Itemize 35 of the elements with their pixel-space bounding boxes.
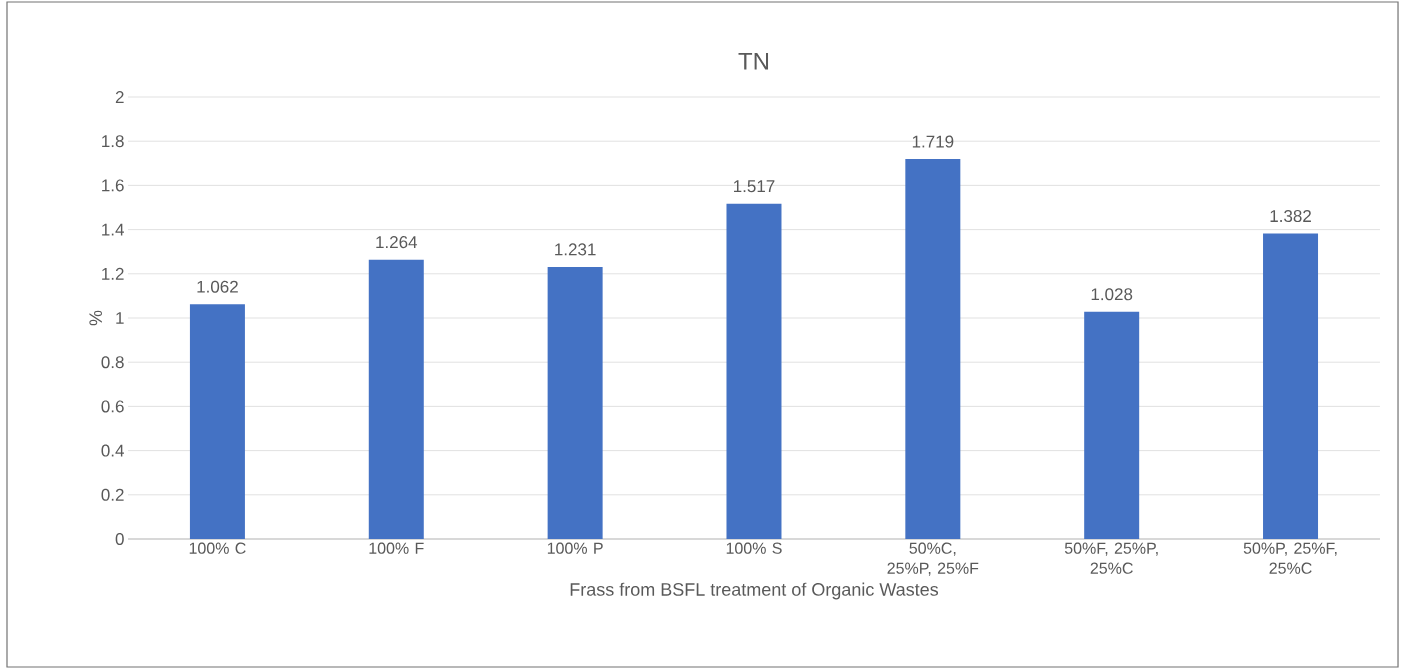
x-tick-label: 50%F, 25%P, 25%C: [1064, 542, 1158, 574]
x-tick-label: 100% C: [189, 542, 246, 554]
data-label: 1.231: [555, 243, 596, 256]
y-tick-label: 1.4: [102, 223, 124, 236]
data-label: 1.264: [376, 236, 418, 249]
y-tick-label: 1.6: [102, 179, 124, 192]
data-label: 1.382: [1270, 210, 1311, 223]
y-axis-title: %: [89, 310, 102, 326]
x-tick-label: 100% P: [547, 542, 603, 554]
y-tick-label: 0.6: [101, 400, 124, 413]
bar: [368, 259, 424, 539]
y-tick-label: 0.4: [101, 444, 124, 457]
x-tick-label: 100% F: [369, 542, 424, 554]
y-tick-label: 2: [115, 91, 124, 103]
data-label: 1.719: [912, 135, 954, 148]
y-tick-label: 1: [116, 312, 124, 324]
y-tick-label: 0.2: [101, 488, 124, 501]
x-tick-label: 50%P, 25%F, 25%C: [1243, 542, 1337, 574]
y-tick-label: 0.8: [101, 356, 124, 369]
data-label: 1.062: [197, 280, 238, 293]
bar: [1263, 233, 1319, 539]
data-label: 1.517: [734, 180, 775, 193]
x-tick-label: 100% S: [726, 542, 782, 554]
bar: [189, 304, 245, 539]
bar: [1084, 311, 1140, 539]
x-axis-title: Frass from BSFL treatment of Organic Wastes: [570, 582, 939, 600]
y-tick-label: 1.8: [102, 135, 124, 148]
bar: [726, 203, 782, 539]
bar: [905, 159, 961, 539]
chart-title: TN: [738, 52, 769, 70]
x-tick-label: 50%C, 25%P, 25%F: [887, 542, 979, 576]
y-tick-label: 0: [115, 532, 124, 546]
y-tick-label: 1.2: [102, 267, 124, 280]
bar: [547, 266, 603, 539]
data-label: 1.028: [1091, 288, 1133, 301]
